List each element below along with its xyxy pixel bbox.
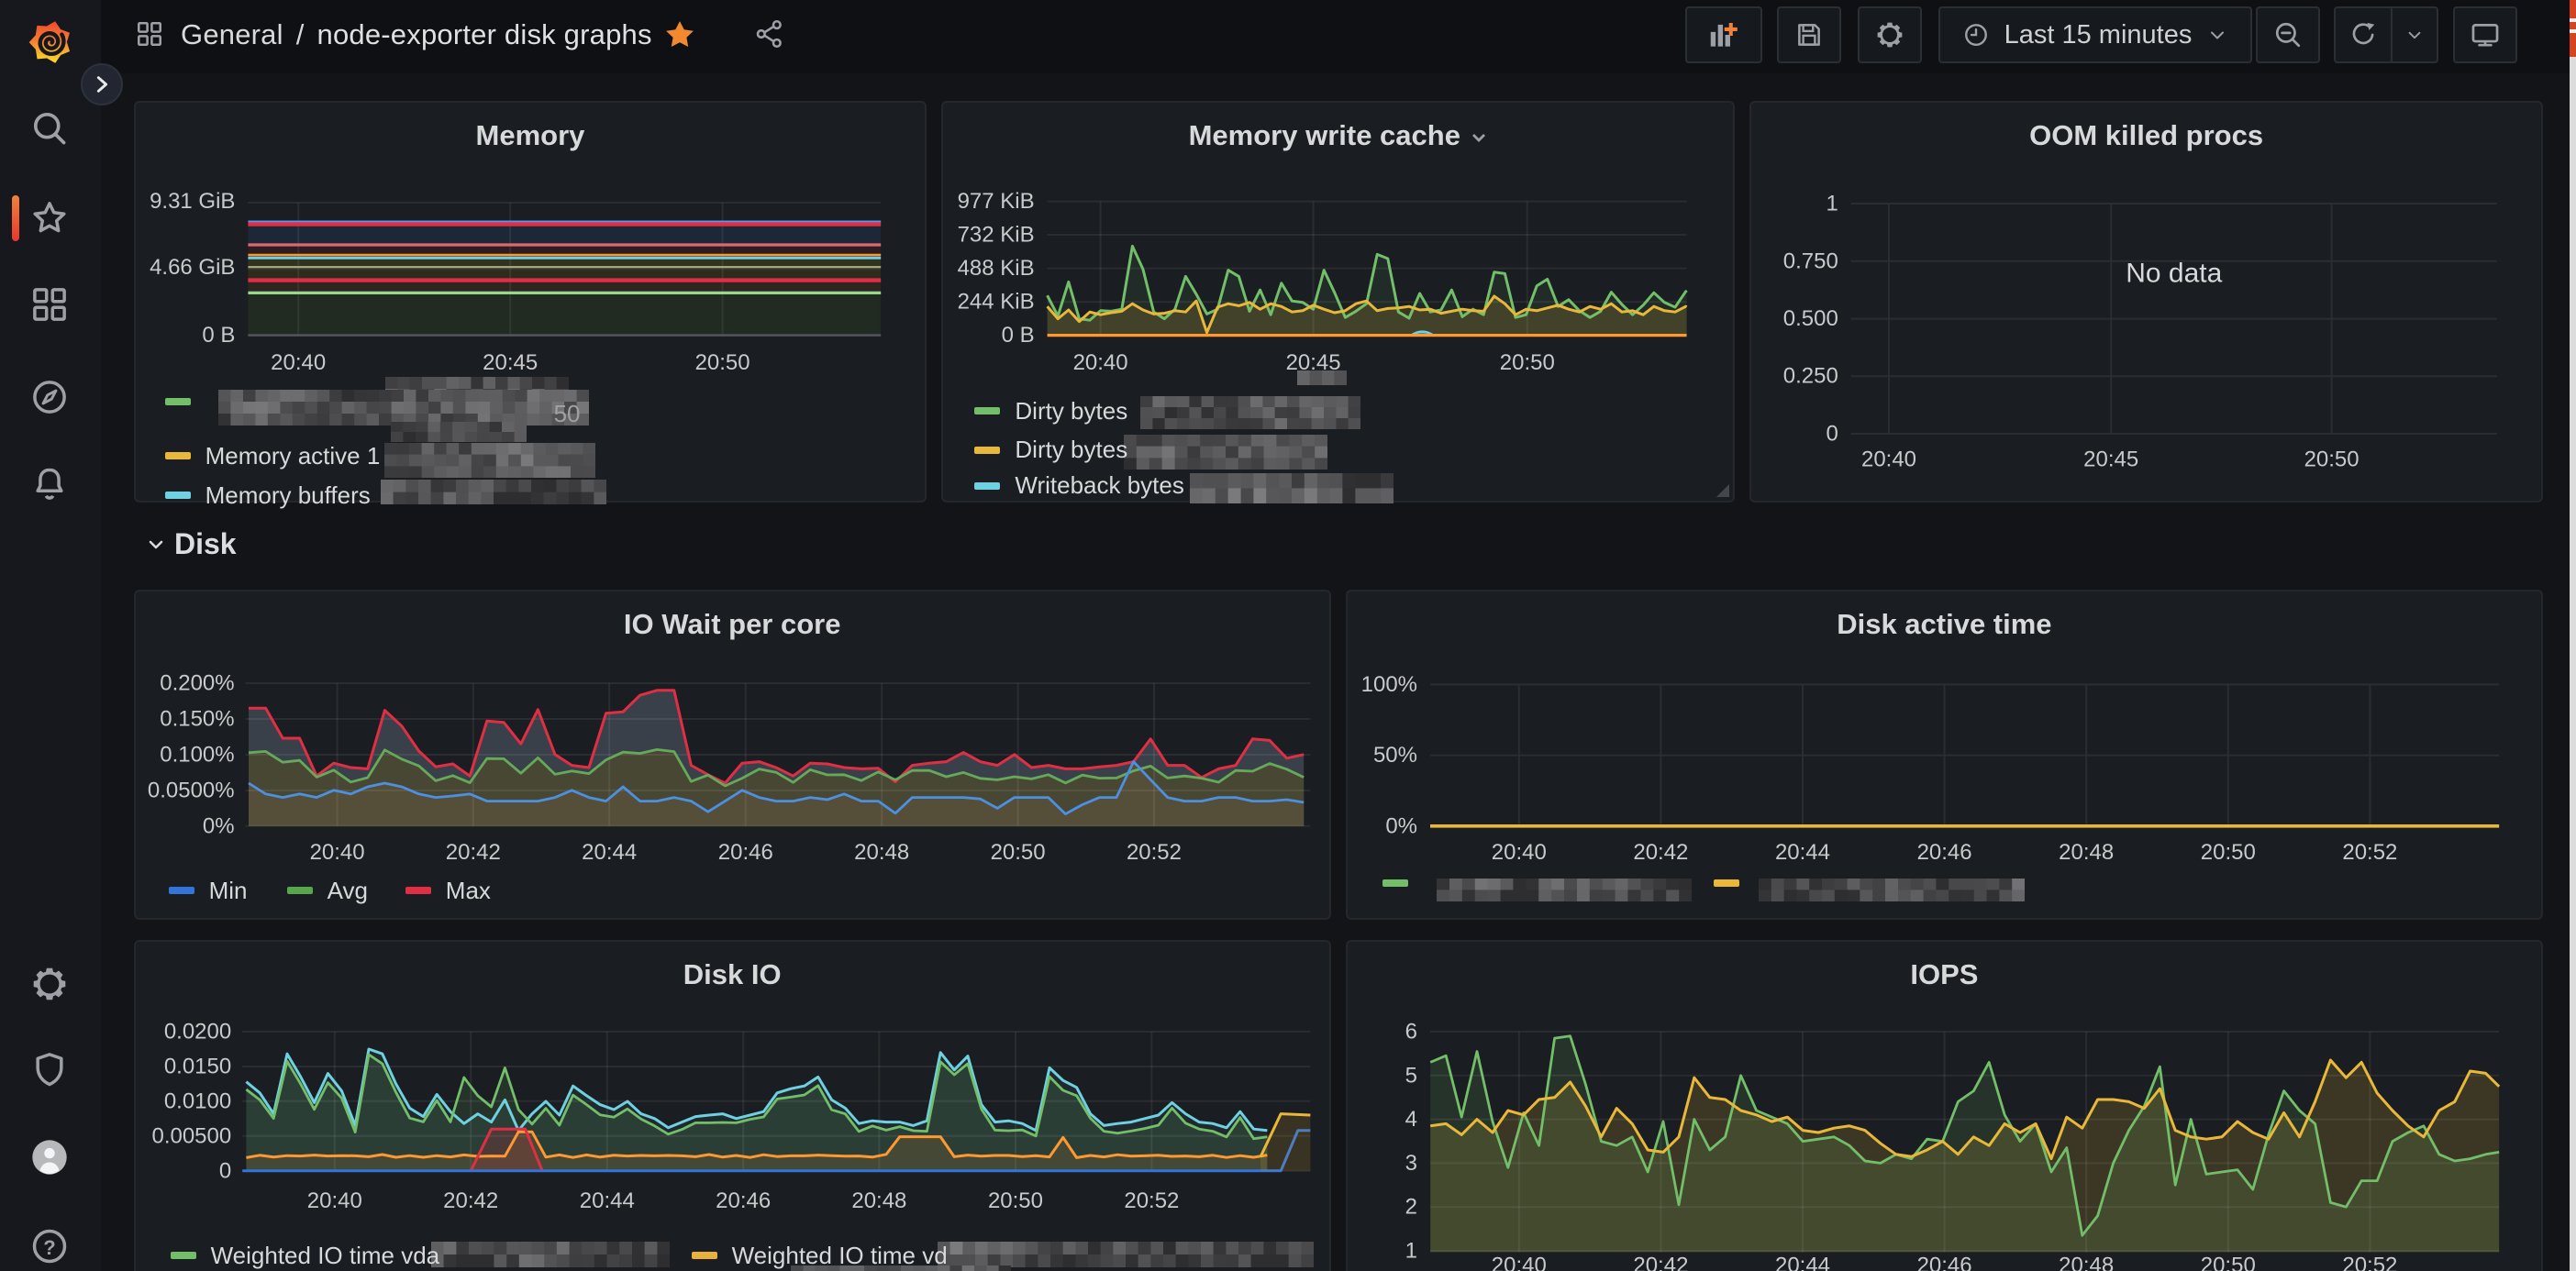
svg-text:20:40: 20:40 bbox=[309, 840, 364, 865]
svg-text:1: 1 bbox=[1405, 1238, 1416, 1263]
svg-text:100%: 100% bbox=[1360, 671, 1416, 696]
svg-text:20:48: 20:48 bbox=[2059, 1253, 2114, 1271]
svg-text:20:46: 20:46 bbox=[1916, 1253, 1971, 1271]
svg-text:0.150%: 0.150% bbox=[160, 706, 234, 731]
svg-text:20:40: 20:40 bbox=[1492, 840, 1547, 865]
svg-text:20:52: 20:52 bbox=[2342, 840, 2397, 865]
svg-text:4.66 GiB: 4.66 GiB bbox=[150, 255, 235, 280]
svg-text:20:42: 20:42 bbox=[445, 840, 500, 865]
svg-text:732 KiB: 732 KiB bbox=[958, 222, 1035, 247]
svg-text:244 KiB: 244 KiB bbox=[958, 290, 1035, 315]
svg-text:0.0100: 0.0100 bbox=[163, 1089, 230, 1113]
svg-text:0 B: 0 B bbox=[1002, 323, 1035, 348]
svg-text:20:40: 20:40 bbox=[271, 350, 326, 375]
svg-text:20:45: 20:45 bbox=[483, 350, 538, 375]
svg-text:0.0500%: 0.0500% bbox=[148, 778, 235, 802]
svg-text:20:50: 20:50 bbox=[2201, 840, 2256, 865]
svg-text:0.500: 0.500 bbox=[1783, 306, 1838, 331]
svg-text:2: 2 bbox=[1405, 1194, 1416, 1219]
svg-text:488 KiB: 488 KiB bbox=[958, 256, 1035, 281]
svg-text:0.750: 0.750 bbox=[1783, 249, 1838, 273]
svg-text:20:42: 20:42 bbox=[1633, 840, 1688, 865]
svg-text:20:48: 20:48 bbox=[851, 1188, 906, 1213]
svg-text:20:48: 20:48 bbox=[2059, 840, 2114, 865]
svg-text:No data: No data bbox=[2126, 258, 2222, 288]
svg-text:20:40: 20:40 bbox=[1073, 350, 1128, 375]
svg-text:20:52: 20:52 bbox=[1127, 840, 1182, 865]
svg-text:977 KiB: 977 KiB bbox=[958, 189, 1035, 214]
svg-text:6: 6 bbox=[1405, 1019, 1416, 1044]
svg-text:0: 0 bbox=[1827, 421, 1838, 446]
svg-text:20:50: 20:50 bbox=[1500, 350, 1555, 375]
svg-text:0%: 0% bbox=[1385, 813, 1417, 838]
svg-text:20:45: 20:45 bbox=[2083, 447, 2138, 471]
svg-text:20:44: 20:44 bbox=[1775, 1253, 1830, 1271]
svg-text:0.0200: 0.0200 bbox=[163, 1019, 230, 1044]
svg-text:9.31 GiB: 9.31 GiB bbox=[150, 189, 235, 214]
svg-text:20:44: 20:44 bbox=[1775, 840, 1830, 865]
svg-text:20:44: 20:44 bbox=[579, 1188, 634, 1213]
svg-text:20:40: 20:40 bbox=[1492, 1253, 1547, 1271]
svg-text:20:40: 20:40 bbox=[306, 1188, 361, 1213]
svg-text:20:46: 20:46 bbox=[716, 1188, 771, 1213]
svg-text:20:42: 20:42 bbox=[1633, 1253, 1688, 1271]
svg-text:20:50: 20:50 bbox=[694, 350, 749, 375]
svg-text:0.250: 0.250 bbox=[1783, 364, 1838, 389]
svg-text:?: ? bbox=[43, 1236, 55, 1259]
svg-text:5: 5 bbox=[1405, 1063, 1416, 1088]
svg-text:20:44: 20:44 bbox=[582, 840, 637, 865]
svg-text:20:46: 20:46 bbox=[1916, 840, 1971, 865]
svg-text:0 B: 0 B bbox=[202, 323, 235, 348]
svg-text:0.200%: 0.200% bbox=[160, 670, 234, 695]
svg-text:4: 4 bbox=[1405, 1107, 1416, 1132]
svg-text:20:52: 20:52 bbox=[1124, 1188, 1179, 1213]
svg-text:20:40: 20:40 bbox=[1861, 447, 1916, 471]
svg-text:0.0150: 0.0150 bbox=[163, 1054, 230, 1078]
svg-text:50%: 50% bbox=[1373, 743, 1417, 768]
svg-text:20:50: 20:50 bbox=[2304, 447, 2359, 471]
svg-text:0.100%: 0.100% bbox=[160, 742, 234, 767]
svg-text:20:50: 20:50 bbox=[990, 840, 1045, 865]
svg-text:20:52: 20:52 bbox=[2342, 1253, 2397, 1271]
svg-text:0%: 0% bbox=[203, 813, 235, 838]
svg-text:20:42: 20:42 bbox=[443, 1188, 498, 1213]
svg-text:1: 1 bbox=[1827, 191, 1838, 216]
svg-text:0.00500: 0.00500 bbox=[151, 1123, 231, 1148]
svg-text:20:46: 20:46 bbox=[717, 840, 772, 865]
svg-text:0: 0 bbox=[218, 1158, 230, 1183]
svg-text:20:50: 20:50 bbox=[2201, 1253, 2256, 1271]
svg-text:3: 3 bbox=[1405, 1150, 1416, 1175]
svg-text:20:50: 20:50 bbox=[988, 1188, 1043, 1213]
svg-text:20:48: 20:48 bbox=[854, 840, 909, 865]
